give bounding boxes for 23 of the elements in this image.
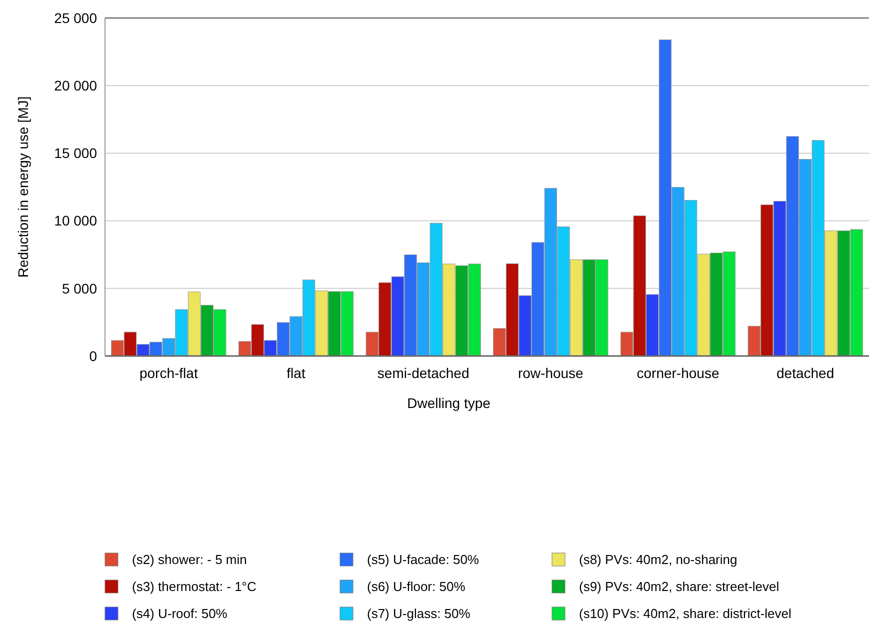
y-tick-label: 15 000 — [54, 145, 98, 162]
x-tick-label: semi-detached — [377, 365, 470, 381]
y-tick-label: 0 — [89, 348, 98, 364]
legend-label: (s6) U-floor: 50% — [367, 579, 466, 594]
x-tick-label: row-house — [518, 365, 584, 381]
y-axis-title: Reduction in energy use [MJ] — [15, 96, 31, 278]
x-tick-label: flat — [286, 365, 306, 381]
legend-label: (s8) PVs: 40m2, no-sharing — [579, 552, 738, 567]
y-tick-label: 5 000 — [62, 280, 98, 296]
legend-label: (s5) U-facade: 50% — [367, 552, 480, 567]
x-axis-title: Dwelling type — [407, 395, 491, 411]
x-tick-label: detached — [776, 365, 834, 381]
legend-label: (s3) thermostat: - 1°C — [132, 579, 256, 594]
y-tick-label: 25 000 — [54, 10, 98, 26]
y-tick-label: 10 000 — [54, 212, 98, 229]
legend-label: (s4) U-roof: 50% — [132, 606, 228, 621]
legend-label: (s10) PVs: 40m2, share: district-level — [579, 606, 792, 621]
legend-label: (s7) U-glass: 50% — [367, 606, 471, 621]
legend-label: (s2) shower: - 5 min — [132, 552, 247, 567]
y-tick-label: 20 000 — [54, 78, 98, 94]
legend-label: (s9) PVs: 40m2, share: street-level — [579, 579, 780, 594]
x-tick-label: porch-flat — [139, 365, 198, 381]
x-tick-label: corner-house — [636, 365, 720, 381]
